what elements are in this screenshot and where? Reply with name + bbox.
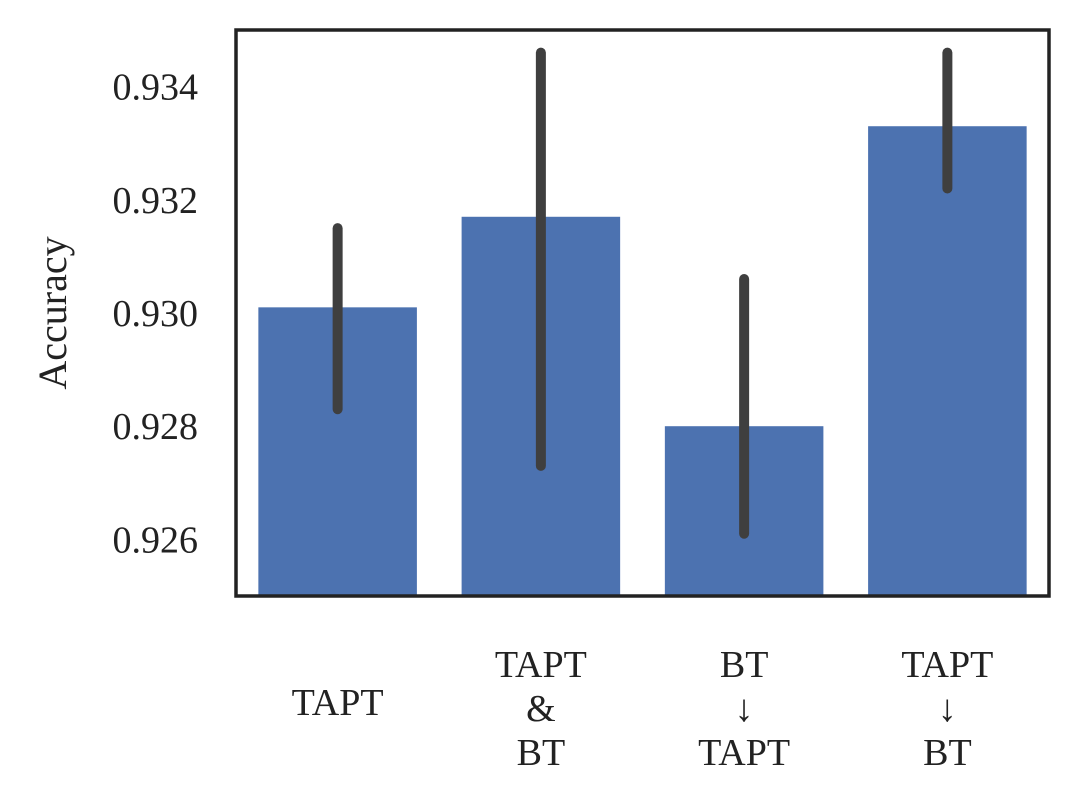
bars-layer [258, 126, 1027, 596]
error-bars-layer [332, 47, 953, 539]
x-tick-label-0-0: TAPT [292, 682, 384, 724]
x-tick-label-1-0: TAPT [495, 644, 587, 686]
x-tick-label-2-2: TAPT [698, 732, 790, 774]
x-tick-label-1-2: BT [517, 732, 566, 774]
plot-frame [234, 28, 1051, 598]
y-tick-label-2: 0.930 [113, 293, 199, 335]
bar-3 [868, 126, 1027, 596]
x-tick-label-1-1: & [526, 688, 556, 730]
y-tick-label-3: 0.932 [113, 180, 199, 222]
y-tick-label-0: 0.926 [113, 519, 199, 561]
y-axis: 0.926 0.928 0.930 0.932 0.934 [113, 67, 199, 562]
x-tick-label-2-0: BT [720, 644, 769, 686]
y-tick-label-4: 0.934 [113, 67, 199, 109]
y-tick-label-1: 0.928 [113, 406, 199, 448]
x-tick-label-3-0: TAPT [901, 644, 993, 686]
x-tick-label-2-1: ↓ [735, 688, 754, 730]
y-axis-label: Accuracy [30, 236, 75, 389]
x-tick-label-3-1: ↓ [938, 688, 957, 730]
x-tick-label-3-2: BT [923, 732, 972, 774]
